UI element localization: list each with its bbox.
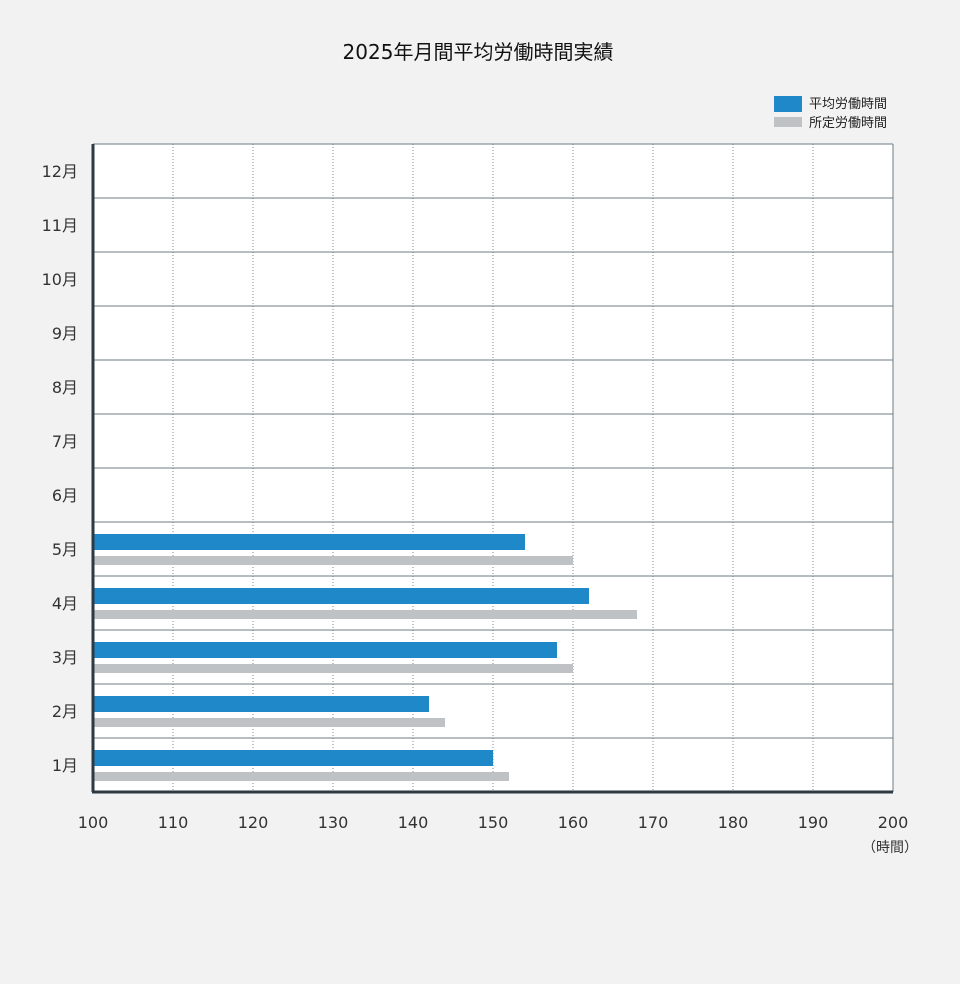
y-tick-label: 3月 xyxy=(52,648,78,667)
bar-scheduled-2月 xyxy=(93,718,445,727)
x-tick-label: 160 xyxy=(558,813,589,832)
axes xyxy=(91,144,893,794)
y-tick-label: 2月 xyxy=(52,702,78,721)
x-tick-label: 200 xyxy=(878,813,909,832)
x-tick-label: 180 xyxy=(718,813,749,832)
y-tick-label: 6月 xyxy=(52,486,78,505)
y-tick-label: 7月 xyxy=(52,432,78,451)
x-tick-label: 170 xyxy=(638,813,669,832)
bar-scheduled-5月 xyxy=(93,556,573,565)
x-tick-labels: 100 110 120 130 140 150 160 170 180 190 200 xyxy=(78,813,909,832)
bar-scheduled-3月 xyxy=(93,664,573,673)
legend-label-average: 平均労働時間 xyxy=(809,97,887,112)
legend-label-scheduled: 所定労働時間 xyxy=(809,116,887,131)
x-tick-label: 150 xyxy=(478,813,509,832)
bar-average-2月 xyxy=(93,696,429,712)
bar-scheduled-1月 xyxy=(93,772,509,781)
x-unit-label: （時間） xyxy=(862,840,918,856)
x-tick-label: 140 xyxy=(398,813,429,832)
y-tick-label: 10月 xyxy=(42,270,78,289)
x-tick-label: 190 xyxy=(798,813,829,832)
bar-average-4月 xyxy=(93,588,589,604)
bar-average-5月 xyxy=(93,534,525,550)
y-tick-labels: 1月 2月 3月 4月 5月 6月 7月 8月 9月 10月 11月 12月 xyxy=(42,162,78,775)
y-tick-label: 8月 xyxy=(52,378,78,397)
y-tick-label: 1月 xyxy=(52,756,78,775)
bar-scheduled-4月 xyxy=(93,610,637,619)
grid xyxy=(93,143,894,792)
legend-swatch-average xyxy=(774,96,802,112)
x-tick-label: 130 xyxy=(318,813,349,832)
chart-title: 2025年月間平均労働時間実績 xyxy=(343,40,614,64)
x-tick-label: 100 xyxy=(78,813,109,832)
y-tick-label: 11月 xyxy=(42,216,78,235)
legend-swatch-scheduled xyxy=(774,117,802,127)
y-tick-label: 5月 xyxy=(52,540,78,559)
legend: 平均労働時間 所定労働時間 xyxy=(774,96,887,131)
y-tick-label: 4月 xyxy=(52,594,78,613)
bars xyxy=(93,534,637,781)
x-tick-label: 120 xyxy=(238,813,269,832)
bar-average-1月 xyxy=(93,750,493,766)
y-tick-label: 12月 xyxy=(42,162,78,181)
y-tick-label: 9月 xyxy=(52,324,78,343)
bar-average-3月 xyxy=(93,642,557,658)
x-tick-label: 110 xyxy=(158,813,189,832)
